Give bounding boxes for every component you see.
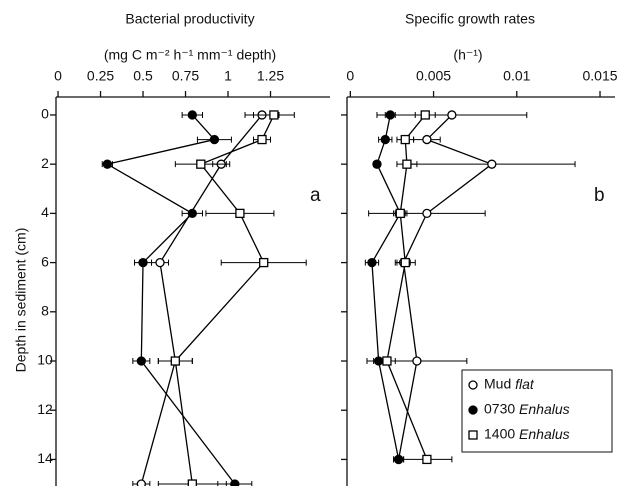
marker [422,208,432,219]
marker [209,134,220,145]
marker [422,134,432,145]
marker [400,257,410,268]
marker [372,159,382,169]
x-tick-label: 1.25 [257,68,284,84]
series-line [105,114,236,485]
y-tick-label: 14 [37,450,53,466]
marker [382,356,392,366]
y-axis-label: Depth in sediment (cm) [13,228,29,373]
legend-marker [468,430,478,440]
legend-label: 0730 Enhalus [484,401,570,417]
series-line [174,114,275,485]
x-tick-label: 0 [54,68,62,84]
marker [138,257,148,268]
panel-letter: b [594,185,605,206]
marker [259,257,269,268]
marker [102,159,112,169]
panel-letter: a [310,185,321,206]
y-tick-label: 12 [37,401,53,417]
y-tick-label: 10 [37,352,53,368]
marker [269,110,279,120]
x-axis-label: (h⁻¹) [453,47,482,63]
panel-title: Specific growth rates [405,11,535,27]
legend-label: 1400 Enhalus [484,426,570,442]
marker [422,454,432,465]
legend-label: Mud flat [484,376,535,392]
y-tick-label: 2 [41,155,49,171]
marker [412,356,422,366]
marker [230,479,240,486]
y-tick-label: 0 [41,106,49,122]
marker [187,110,197,120]
marker [380,134,390,145]
marker [385,110,395,120]
marker [395,208,405,219]
x-tick-label: 0.015 [582,68,617,84]
legend-box [461,369,613,453]
y-tick-label: 4 [41,204,49,220]
x-tick-label: 0.005 [416,68,451,84]
marker [367,257,377,268]
series-line [140,114,263,485]
marker [136,479,146,486]
marker [487,159,497,169]
marker [235,208,245,219]
marker [393,454,404,465]
marker [187,208,197,219]
marker [196,159,206,169]
marker [402,159,412,169]
marker [136,356,146,366]
y-tick-label: 6 [41,253,49,269]
marker [170,356,180,366]
marker [187,479,197,486]
x-tick-label: 0.01 [503,68,530,84]
marker [420,110,430,120]
x-tick-label: 1 [224,68,232,84]
marker [447,110,457,120]
x-axis-label: (mg C m⁻² h⁻¹ mm⁻¹ depth) [104,47,276,63]
x-tick-label: 0.5 [133,68,153,84]
marker [257,134,267,145]
x-tick-label: 0 [346,68,354,84]
x-tick-label: 0.75 [172,68,199,84]
marker [400,134,410,145]
legend-marker [468,405,478,415]
y-tick-label: 8 [41,303,49,319]
marker [155,257,165,268]
panel-title: Bacterial productivity [125,11,254,27]
legend-marker [468,380,478,390]
x-tick-label: 0.25 [87,68,114,84]
